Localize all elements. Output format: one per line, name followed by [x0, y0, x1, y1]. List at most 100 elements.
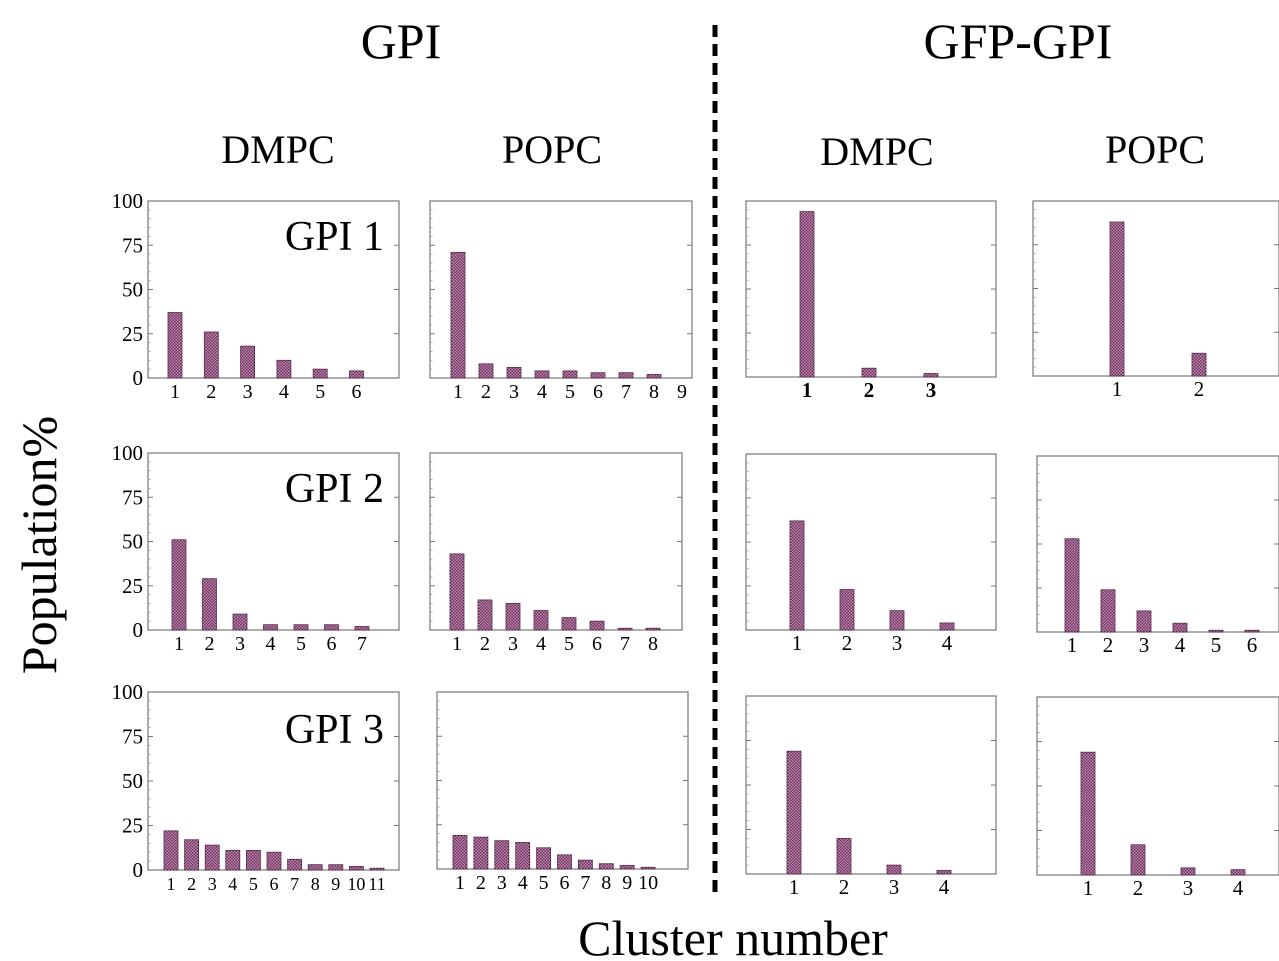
panel-gfp2-dmpc: 1 2 3 4 — [745, 453, 997, 655]
bar-gpi3-dmpc-5 — [245, 850, 261, 871]
x-tick-label: 1 — [453, 381, 463, 403]
column-title-gpi-dmpc: DMPC — [221, 127, 334, 172]
x-tick-label: 4 — [939, 875, 950, 899]
x-tick-label: 9 — [622, 872, 632, 894]
bar-gpi2-dmpc-2 — [202, 578, 217, 631]
x-tick-label: 5 — [565, 381, 575, 403]
row-label-gpi-1: GPI 1 — [285, 214, 384, 260]
bar-gpi1-popc-8 — [646, 374, 662, 379]
x-tick-label: 5 — [564, 633, 574, 655]
x-tick-label: 2 — [839, 875, 850, 899]
x-tick-label: 6 — [270, 874, 279, 894]
y-tick-label: 100 — [112, 189, 144, 213]
bar-gpi1-popc-5 — [562, 370, 578, 379]
x-tick-label: 3 — [926, 378, 937, 402]
x-tick-label: 2 — [842, 631, 853, 655]
bar-gfp3-popc-2 — [1130, 844, 1146, 876]
x-tick-label: 4 — [942, 631, 953, 655]
x-tick-label: 11 — [368, 874, 385, 894]
bar-gpi3-dmpc-4 — [225, 850, 241, 871]
bar-gpi2-dmpc-7 — [354, 626, 370, 631]
column-title-gpi-popc: POPC — [502, 127, 602, 172]
bar-gpi2-popc-6 — [589, 620, 605, 631]
x-tick-label: 3 — [1183, 876, 1194, 900]
bar-gfp1-popc-2 — [1191, 352, 1207, 377]
bar-gpi3-dmpc-3 — [204, 844, 220, 871]
bar-gpi3-popc-4 — [515, 842, 531, 870]
y-tick-label: 50 — [122, 530, 143, 554]
bar-gfp2-popc-6 — [1244, 629, 1260, 633]
y-tick-label: 0 — [133, 858, 144, 882]
x-tick-label: 1 — [1083, 876, 1094, 900]
x-tick-label: 6 — [352, 381, 362, 403]
x-tick-label: 7 — [580, 872, 590, 894]
x-tick-label: 4 — [1233, 876, 1244, 900]
bar-gfp2-popc-5 — [1208, 629, 1224, 633]
bar-gpi1-dmpc-5 — [312, 368, 328, 379]
x-tick-label: 1 — [1112, 377, 1123, 401]
bar-gfp2-popc-2 — [1100, 589, 1116, 633]
bar-gpi2-popc-1 — [449, 553, 465, 631]
y-tick-label: 100 — [112, 680, 144, 704]
x-tick-label: 5 — [296, 633, 306, 655]
bar-gpi1-popc-2 — [478, 363, 494, 379]
y-tick-label: 25 — [122, 322, 143, 346]
row-label-gpi-3: GPI 3 — [285, 707, 384, 753]
panel-gfp1-dmpc: 1 2 3 — [745, 200, 997, 402]
x-tick-label: 7 — [290, 874, 299, 894]
plot-frame — [1036, 696, 1279, 876]
x-tick-label: 2 — [187, 874, 196, 894]
x-tick-label: 4 — [518, 872, 528, 894]
bar-gpi1-popc-6 — [590, 372, 606, 379]
bar-gpi3-popc-3 — [494, 840, 510, 870]
x-tick-label: 2 — [481, 381, 491, 403]
x-tick-label: 3 — [509, 381, 519, 403]
y-tick-label: 75 — [122, 233, 143, 257]
x-tick-label: 3 — [235, 633, 245, 655]
x-tick-label: 6 — [327, 633, 337, 655]
bar-gpi2-popc-8 — [645, 627, 661, 631]
x-tick-label: 1 — [792, 631, 803, 655]
bar-gpi1-dmpc-2 — [203, 331, 219, 379]
y-tick-label: 50 — [122, 769, 143, 793]
x-tick-label: 3 — [508, 633, 518, 655]
bar-gfp2-popc-4 — [1172, 622, 1188, 633]
bar-gpi1-dmpc-6 — [349, 370, 364, 379]
y-axis-label: Population% — [11, 416, 67, 674]
bar-gfp2-dmpc-4 — [939, 622, 955, 631]
x-tick-label: 2 — [1133, 876, 1144, 900]
x-tick-label: 3 — [1139, 633, 1150, 657]
row-label-gpi-2: GPI 2 — [285, 466, 384, 512]
panel-gpi3-popc: 1 2 3 4 5 6 7 8 9 10 — [436, 691, 689, 894]
plot-frame — [745, 695, 997, 875]
x-tick-label: 2 — [1194, 377, 1205, 401]
bar-gfp3-dmpc-3 — [886, 864, 902, 875]
column-title-gfp-dmpc: DMPC — [820, 129, 933, 174]
x-tick-label: 9 — [331, 874, 340, 894]
x-tick-label: 2 — [205, 633, 215, 655]
x-tick-label: 4 — [266, 633, 276, 655]
bar-gfp2-popc-1 — [1064, 538, 1080, 633]
x-tick-label: 1 — [802, 378, 813, 402]
x-tick-label: 3 — [497, 872, 507, 894]
x-tick-label: 6 — [593, 381, 603, 403]
x-tick-label: 1 — [452, 633, 462, 655]
bar-gpi3-dmpc-1 — [163, 830, 179, 871]
bar-gpi1-popc-7 — [618, 372, 634, 379]
bar-gpi3-popc-7 — [578, 859, 593, 870]
panel-gpi2-dmpc: 0 25 50 75 100 1 2 3 4 5 6 7 — [112, 441, 400, 655]
bar-gfp3-dmpc-2 — [836, 838, 852, 875]
plot-frame — [745, 200, 997, 378]
bar-gpi3-dmpc-7 — [287, 858, 303, 871]
bar-gpi2-dmpc-6 — [324, 624, 339, 631]
y-tick-label: 25 — [122, 574, 143, 598]
y-tick-label: 100 — [112, 441, 144, 465]
bar-gpi1-dmpc-3 — [240, 345, 256, 379]
bar-gfp2-dmpc-3 — [889, 610, 905, 631]
y-tick-label: 75 — [122, 725, 143, 749]
bar-gpi3-dmpc-11 — [369, 867, 385, 871]
x-tick-label: 2 — [206, 381, 216, 403]
bar-gfp3-popc-3 — [1180, 867, 1196, 876]
bar-gpi1-dmpc-4 — [276, 359, 292, 379]
